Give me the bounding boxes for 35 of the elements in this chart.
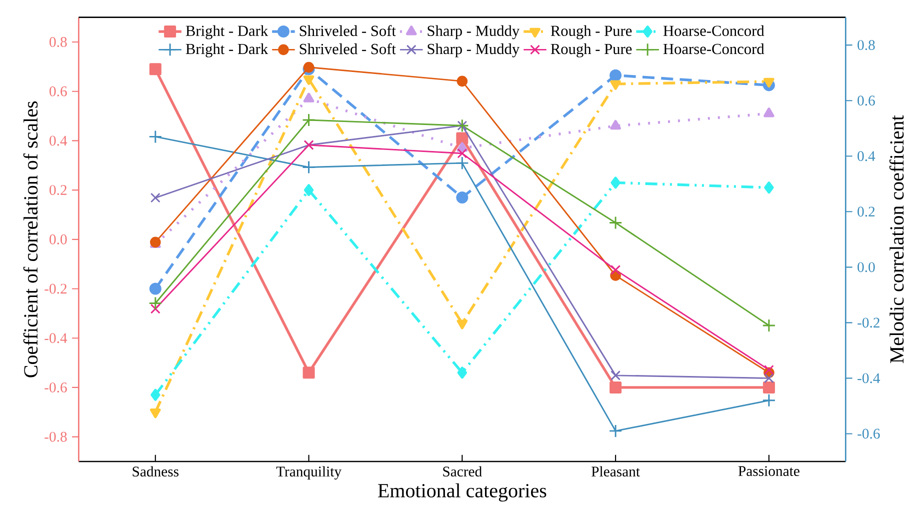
legend-label: Hoarse-Concord [663,25,764,36]
y2-tick-label: 0.2 [858,206,875,217]
y-tick-label: 0.6 [50,86,67,96]
legend-label: Rough - Pure [550,43,632,58]
x-axis-title: Emotional categories [378,483,546,502]
y2-tick-label: 0.4 [858,151,876,162]
x-tick-label: Sadness [132,466,178,476]
y-tick-label: -0.6 [44,382,67,392]
x-tick-label: Pleasant [592,466,640,476]
y2-tick-label: -0.4 [858,373,880,384]
y-tick-label: -0.8 [44,432,67,442]
legend-label: Bright - Dark [186,25,268,40]
y-tick-label: 0.0 [50,234,67,244]
y-tick-label: 0.2 [50,185,67,195]
legend-label: Sharp - Muddy [428,25,520,40]
y-tick-label: -0.2 [44,284,67,294]
y2-tick-label: -0.6 [858,428,880,439]
y-tick-label: -0.4 [44,333,68,344]
y2-tick-label: 0.8 [858,40,875,50]
legend-label: Sharp - Muddy [428,43,520,58]
y-tick-label: 0.8 [50,36,67,47]
legend-label: Shriveled - Soft [300,43,396,54]
x-tick-label: Sacred [443,466,482,476]
y-tick-label: 0.4 [50,136,68,146]
y2-tick-label: 0.0 [858,262,875,272]
x-tick-label: Tranquility [276,466,342,480]
x-tick-label: Passionate [738,466,800,476]
y2-tick-label: -0.2 [858,318,880,328]
y2-axis-title: Melodic correlation coefficient [889,115,904,363]
legend-label: Hoarse-Concord [663,43,764,54]
y-axis-title: Coefficient of correlation of scales [23,101,38,378]
y2-tick-label: 0.6 [858,96,875,106]
legend-label: Shriveled - Soft [300,25,396,36]
legend-label: Bright - Dark [186,43,268,58]
legend-label: Rough - Pure [550,25,632,40]
